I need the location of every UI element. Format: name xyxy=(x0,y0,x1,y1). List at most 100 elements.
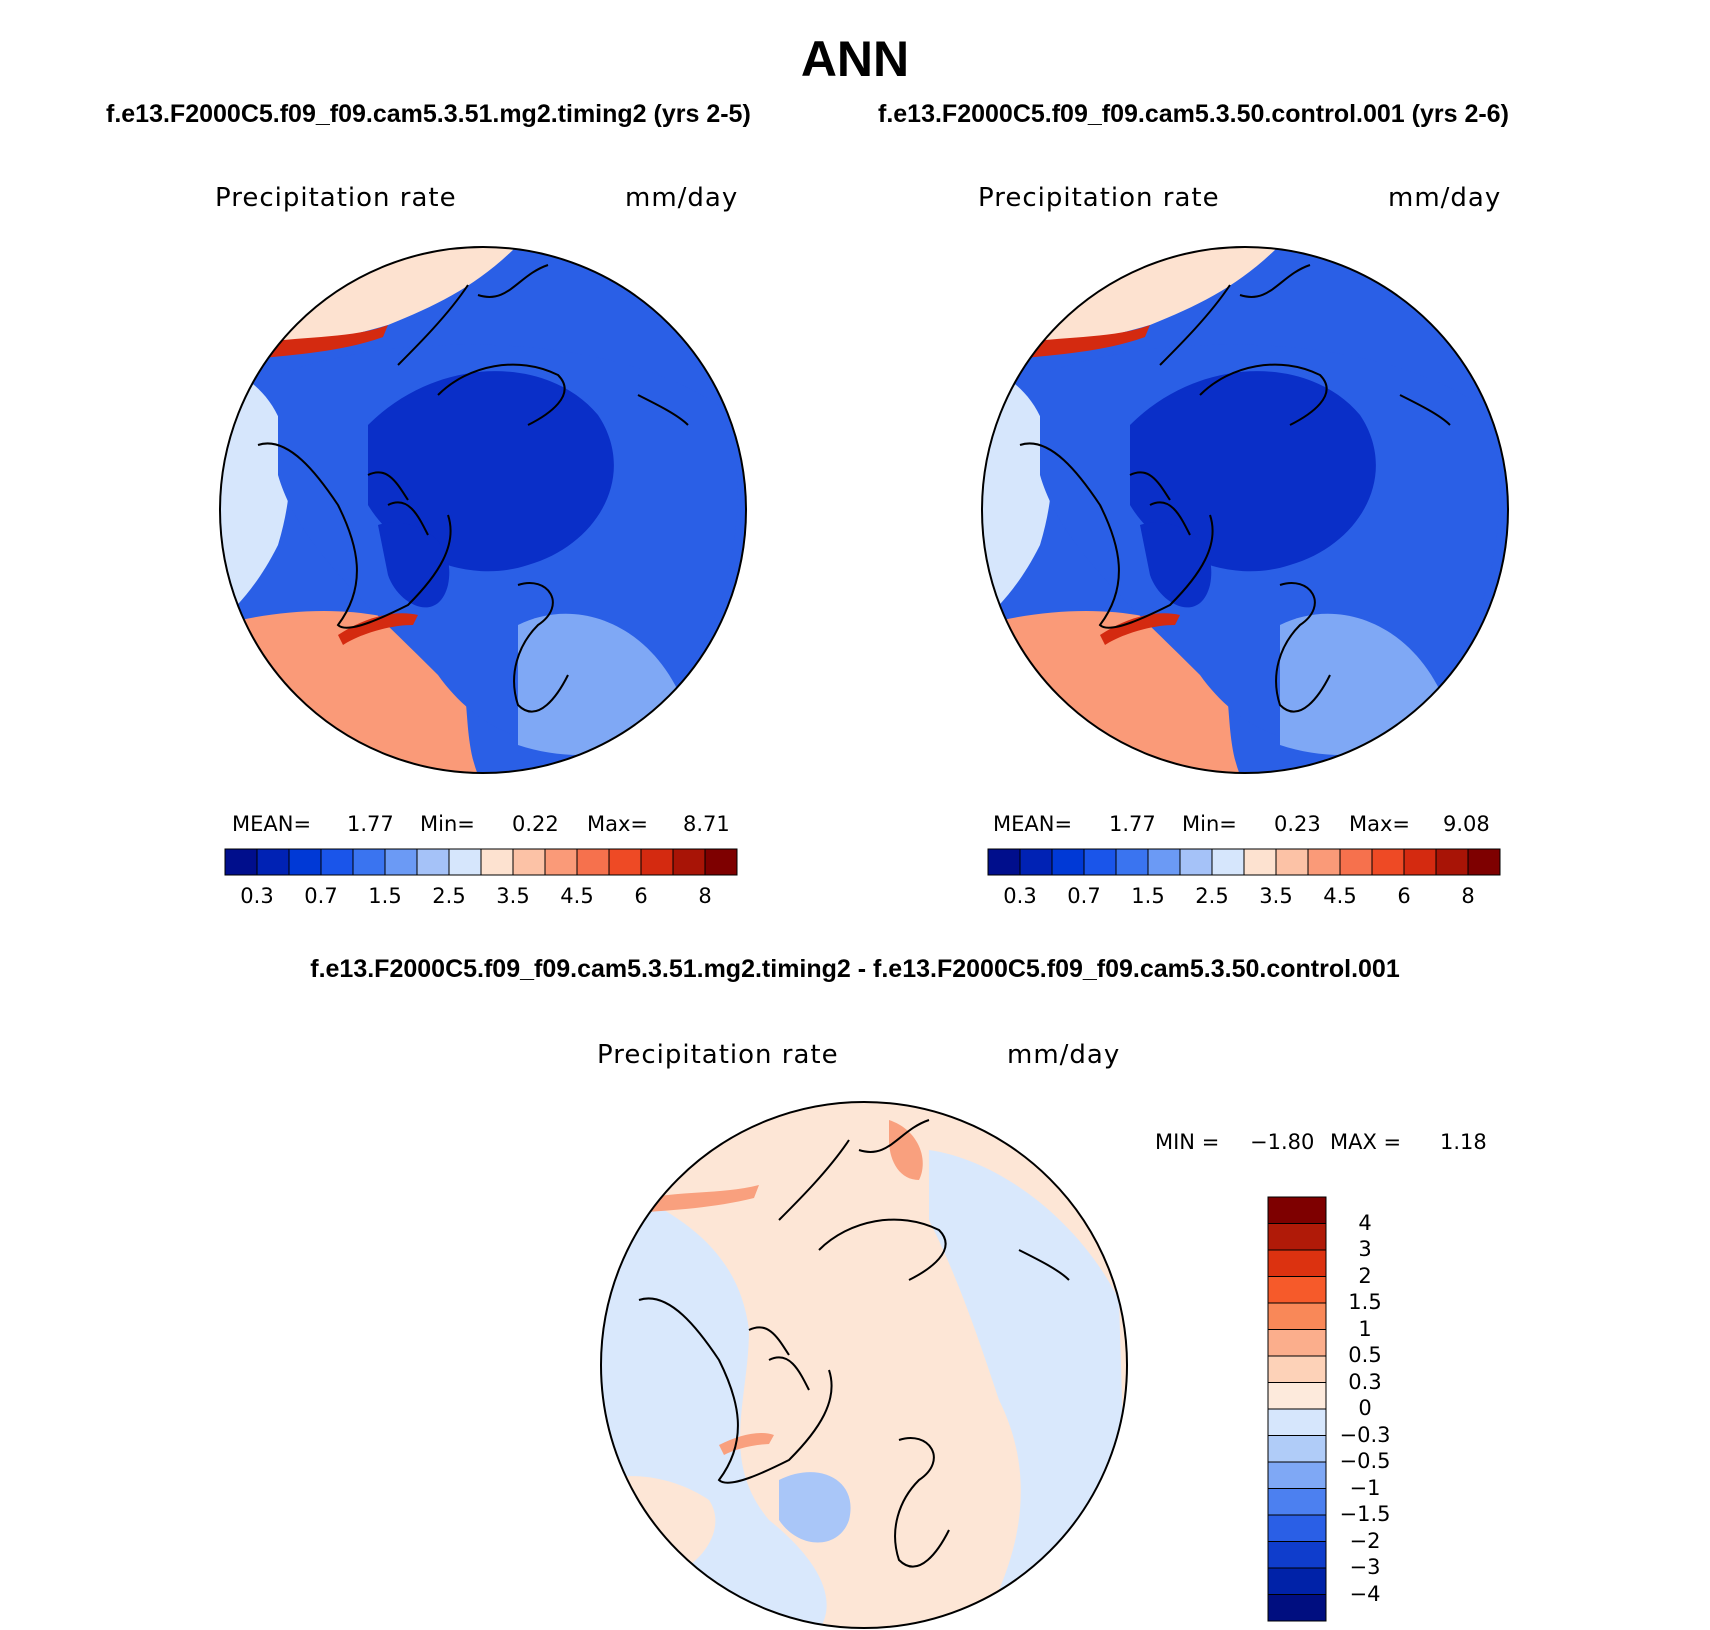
colorbar-swatch xyxy=(1147,848,1181,876)
colorbar-swatch xyxy=(1267,1461,1327,1489)
colorbar-tick-label: 3.5 xyxy=(496,884,530,908)
colorbar-swatch xyxy=(448,848,482,876)
panel-2-min-value: 0.23 xyxy=(1274,812,1321,836)
figure-title: ANN xyxy=(800,31,910,87)
colorbar-swatch xyxy=(1267,1567,1327,1595)
colorbar-swatch xyxy=(480,848,514,876)
difference-coastlines xyxy=(638,1119,1070,1568)
colorbar-tick-label: 4.5 xyxy=(560,884,594,908)
colorbar-tick-label: 8 xyxy=(1461,884,1475,908)
colorbar-swatch xyxy=(1307,848,1341,876)
colorbar-tick-label: 0.7 xyxy=(304,884,338,908)
difference-max-label: MAX = xyxy=(1330,1130,1402,1154)
colorbar-swatch xyxy=(1267,1355,1327,1383)
colorbar-tick-label: −4 xyxy=(1349,1581,1381,1606)
difference-units-label: mm/day xyxy=(1007,1040,1121,1070)
colorbar-tick-label: −3 xyxy=(1349,1555,1381,1579)
colorbar-tick-label: −1.5 xyxy=(1339,1502,1391,1526)
colorbar-swatch xyxy=(320,848,354,876)
colorbar-swatch xyxy=(1267,1249,1327,1277)
colorbar-tick-label: 1.5 xyxy=(368,884,402,908)
colorbar-swatch xyxy=(512,848,546,876)
colorbar-tick-label: 8 xyxy=(698,884,712,908)
colorbar-swatch xyxy=(1267,1223,1327,1251)
difference-max-value: 1.18 xyxy=(1440,1130,1487,1154)
colorbar-swatch xyxy=(544,848,578,876)
colorbar-swatch xyxy=(1267,1382,1327,1410)
panel-1-max-value: 8.71 xyxy=(683,812,730,836)
panel-2-max-value: 9.08 xyxy=(1443,812,1490,836)
colorbar-swatch xyxy=(1267,1541,1327,1569)
colorbar-swatch xyxy=(1019,848,1053,876)
colorbar-tick-label: 0.3 xyxy=(1003,884,1037,908)
panel-1-coastlines xyxy=(257,264,689,713)
colorbar-swatch xyxy=(1211,848,1245,876)
colorbar-swatch xyxy=(576,848,610,876)
colorbar-tick-label: 3.5 xyxy=(1259,884,1293,908)
panel-2-map-fill xyxy=(982,247,1508,773)
panel-2-map-boundary xyxy=(981,246,1509,774)
difference-min-label: MIN = xyxy=(1155,1130,1220,1154)
colorbar-tick-label: 3 xyxy=(1358,1237,1372,1261)
colorbar-tick-label: −0.3 xyxy=(1339,1422,1391,1447)
colorbar-swatch xyxy=(416,848,450,876)
colorbar-swatch xyxy=(1243,848,1277,876)
colorbar-swatch xyxy=(1051,848,1085,876)
panel-1-variable-label: Precipitation rate xyxy=(215,183,457,213)
colorbar-tick-label: 0.3 xyxy=(1348,1369,1382,1394)
panel-2-coastlines xyxy=(1019,264,1451,713)
colorbar-tick-label: 0.7 xyxy=(1067,884,1101,908)
difference-min-value: −1.80 xyxy=(1250,1130,1315,1154)
colorbar-tick-label: 2.5 xyxy=(432,884,466,908)
panel-2-colorbar xyxy=(987,848,1501,876)
colorbar-swatch xyxy=(640,848,674,876)
colorbar-swatch xyxy=(1339,848,1373,876)
panel-1-colorbar xyxy=(224,848,738,876)
colorbar-swatch xyxy=(256,848,290,876)
panel-2-variable-label: Precipitation rate xyxy=(978,183,1220,213)
colorbar-swatch xyxy=(1403,848,1437,876)
panel-2-case-title: f.e13.F2000C5.f09_f09.cam5.3.50.control.… xyxy=(878,100,1509,128)
colorbar-swatch xyxy=(352,848,386,876)
panel-2-max-label: Max= xyxy=(1349,812,1411,836)
colorbar-tick-label: 2.5 xyxy=(1195,884,1229,908)
panel-1-mean-label: MEAN= xyxy=(232,812,312,836)
colorbar-tick-label: 1.5 xyxy=(1348,1290,1382,1314)
colorbar-tick-label: −2 xyxy=(1349,1528,1381,1553)
panel-1-min-label: Min= xyxy=(420,812,475,836)
colorbar-tick-label: 6 xyxy=(1397,884,1411,908)
colorbar-swatch xyxy=(1267,1594,1327,1622)
colorbar-swatch xyxy=(1267,1514,1327,1542)
difference-variable-label: Precipitation rate xyxy=(597,1040,839,1070)
panel-1-polar-map xyxy=(219,246,747,774)
colorbar-swatch xyxy=(1083,848,1117,876)
panel-1-case-title: f.e13.F2000C5.f09_f09.cam5.3.51.mg2.timi… xyxy=(106,100,751,128)
colorbar-swatch xyxy=(1267,1408,1327,1436)
panel-2-units-label: mm/day xyxy=(1388,183,1502,213)
colorbar-swatch xyxy=(1267,1488,1327,1516)
panel-1-mean-value: 1.77 xyxy=(347,812,394,836)
panel-2-polar-map xyxy=(981,246,1509,774)
colorbar-swatch xyxy=(1115,848,1149,876)
colorbar-swatch xyxy=(1267,1329,1327,1357)
panel-2-mean-value: 1.77 xyxy=(1109,812,1156,836)
colorbar-swatch xyxy=(288,848,322,876)
colorbar-swatch xyxy=(1267,1435,1327,1463)
colorbar-swatch xyxy=(224,848,258,876)
panel-2-mean-label: MEAN= xyxy=(993,812,1073,836)
colorbar-swatch xyxy=(608,848,642,876)
difference-map-fill xyxy=(601,1102,1127,1628)
panel-1-min-value: 0.22 xyxy=(512,812,559,836)
colorbar-swatch xyxy=(1275,848,1309,876)
colorbar-tick-label: 1.5 xyxy=(1131,884,1165,908)
colorbar-swatch xyxy=(672,848,706,876)
colorbar-swatch xyxy=(1267,1302,1327,1330)
panel-1-units-label: mm/day xyxy=(625,183,739,213)
colorbar-tick-label: 2 xyxy=(1358,1263,1372,1288)
colorbar-swatch xyxy=(1435,848,1469,876)
panel-2-min-label: Min= xyxy=(1182,812,1237,836)
colorbar-tick-label: −0.5 xyxy=(1339,1449,1391,1473)
colorbar-swatch xyxy=(384,848,418,876)
colorbar-swatch xyxy=(1371,848,1405,876)
colorbar-tick-label: 1 xyxy=(1358,1316,1372,1341)
